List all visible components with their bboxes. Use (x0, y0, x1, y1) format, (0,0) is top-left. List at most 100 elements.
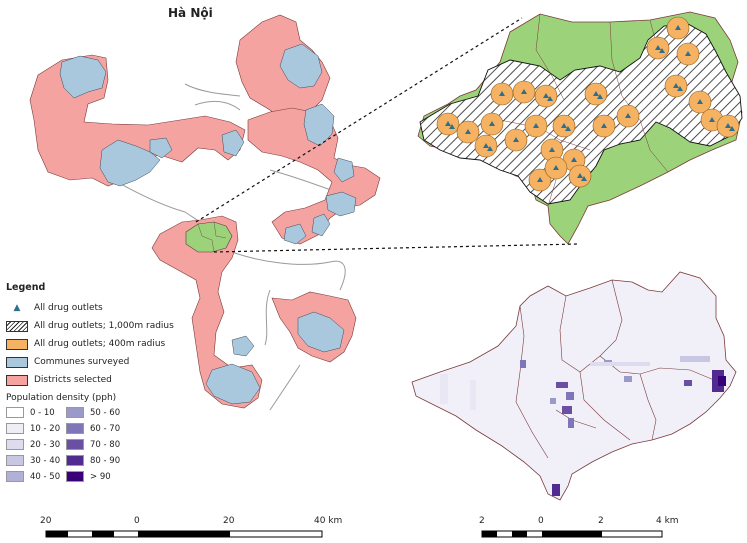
population-class-label: 70 - 80 (90, 439, 121, 450)
drug-outlet (697, 99, 703, 104)
population-class-label: 30 - 40 (30, 455, 61, 466)
hatch-swatch (6, 320, 28, 332)
commune-group-s (205, 363, 261, 405)
population-heading: Population density (pph) (6, 393, 117, 403)
commune-group-mid (221, 129, 245, 157)
drug-outlet (677, 86, 683, 91)
population-class: 20 - 30 (6, 439, 66, 450)
study-area (185, 221, 233, 253)
drug-outlet (513, 137, 519, 142)
hanoi-overview-map (29, 14, 579, 411)
drug-outlet (577, 173, 583, 178)
population-class: 50 - 60 (66, 407, 126, 418)
scale-right-label: 2 (479, 516, 485, 526)
density-study-area (411, 271, 737, 501)
density-swatch (66, 455, 84, 466)
scale-bar-left (45, 530, 323, 538)
legend-label: All drug outlets; 1,000m radius (34, 321, 174, 331)
legend-label: Communes surveyed (34, 357, 130, 367)
density-swatch (66, 423, 84, 434)
population-class-label: 20 - 30 (30, 439, 61, 450)
drug-outlet (593, 91, 599, 96)
density-swatch (6, 455, 24, 466)
commune-group-c1 (303, 103, 335, 147)
population-class-label: 0 - 10 (30, 407, 55, 418)
population-class: 0 - 10 (6, 407, 66, 418)
legend-label: Districts selected (34, 375, 112, 385)
drug-outlet (499, 91, 505, 96)
scale-right-label: 0 (538, 516, 544, 526)
drug-outlet (487, 146, 493, 151)
density-swatch (6, 423, 24, 434)
density-swatch (6, 439, 24, 450)
legend-item-outlets: ▲ All drug outlets (6, 299, 196, 317)
population-class-label: > 90 (90, 471, 111, 482)
drug-outlet (655, 45, 661, 50)
drug-outlet (537, 177, 543, 182)
drug-outlet (449, 124, 455, 129)
density-swatch (66, 471, 84, 482)
zoom-line-bottom (213, 243, 579, 253)
orange-swatch (6, 338, 28, 350)
commune-group-s2 (231, 335, 255, 357)
commune-group-se (297, 311, 345, 353)
drug-outlet (625, 113, 631, 118)
legend: Legend ▲ All drug outlets All drug outle… (6, 282, 196, 482)
drug-outlet (489, 121, 495, 126)
pink-swatch (6, 374, 28, 386)
drug-outlet (729, 126, 735, 131)
drug-outlet (547, 96, 553, 101)
map-title: Hà Nội (168, 6, 213, 20)
scale-bar-right (481, 530, 663, 538)
communes-surveyed (59, 43, 357, 405)
drug-outlet (561, 123, 567, 128)
legend-heading: Legend (6, 282, 46, 293)
drug-outlet (571, 157, 577, 162)
population-class-label: 60 - 70 (90, 423, 121, 434)
drug-outlet (549, 147, 555, 152)
province-outline (99, 83, 346, 411)
drug-outlet (543, 93, 549, 98)
outlet-buffer-map (417, 11, 743, 245)
population-classes: 0 - 10 50 - 60 10 - 20 60 - 70 20 - 30 70 - 8… (6, 407, 196, 482)
legend-item-communes: Communes surveyed (6, 353, 196, 371)
population-class: 70 - 80 (66, 439, 126, 450)
density-swatch (66, 439, 84, 450)
density-swatch (6, 471, 24, 482)
population-density-map (411, 271, 737, 501)
drug-outlet (565, 126, 571, 131)
drug-outlet (601, 123, 607, 128)
commune-group-c5 (283, 223, 307, 245)
population-class: 40 - 50 (6, 471, 66, 482)
legend-item-1000m: All drug outlets; 1,000m radius (6, 317, 196, 335)
scale-left-label: 20 (40, 516, 52, 526)
drug-outlet (659, 48, 665, 53)
density-swatch (66, 407, 84, 418)
study-area-interior (197, 221, 227, 253)
commune-group-nw (59, 55, 107, 99)
commune-group-c3 (325, 191, 357, 217)
population-class-label: 10 - 20 (30, 423, 61, 434)
commune-group-w2 (149, 137, 173, 159)
population-class-label: 50 - 60 (90, 407, 121, 418)
population-class: 80 - 90 (66, 455, 126, 466)
scale-right-label: 4 km (656, 516, 679, 526)
commune-group-c2 (333, 157, 355, 183)
scale-left-label: 40 km (314, 516, 343, 526)
drug-outlet (709, 117, 715, 122)
population-class: 60 - 70 (66, 423, 126, 434)
commune-group-w1 (99, 139, 161, 187)
zoom-line-top (195, 17, 523, 223)
legend-label: All drug outlets (34, 303, 103, 313)
drug-outlet (673, 83, 679, 88)
drug-outlet (725, 123, 731, 128)
hatched-1000m-zone (419, 23, 743, 205)
drug-outlets-layer (445, 25, 735, 182)
commune-group-n (279, 43, 323, 89)
density-swatch (6, 407, 24, 418)
commune-group-c4 (311, 213, 331, 237)
drug-outlet (597, 94, 603, 99)
population-class-label: 40 - 50 (30, 471, 61, 482)
drug-outlet (581, 176, 587, 181)
